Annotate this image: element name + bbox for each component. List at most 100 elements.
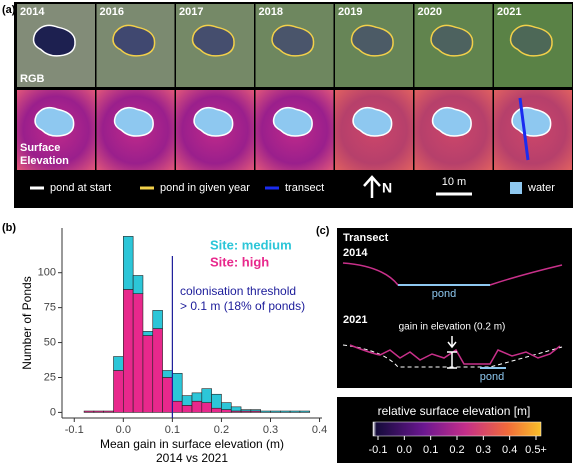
bar: [142, 335, 154, 413]
y-tick-label: 0: [50, 406, 56, 418]
bar: [270, 410, 281, 413]
profile-2021: [349, 344, 561, 365]
colorbar: [372, 421, 542, 437]
year-label: 2018: [259, 6, 283, 18]
year-label: 2019: [338, 6, 362, 18]
north-arrow: [363, 175, 381, 198]
bar: [113, 356, 124, 371]
colorbar-tick-label: 0.5+: [525, 444, 547, 456]
colorbar-tick-label: 0.0: [397, 444, 412, 456]
bar: [123, 289, 134, 413]
legend-label: pond in given year: [160, 182, 250, 194]
bar: [201, 402, 212, 413]
bar: [123, 236, 134, 290]
bar: [172, 372, 183, 402]
bar: [221, 402, 232, 410]
bar: [211, 407, 222, 413]
pond-given-year: [430, 24, 474, 57]
colorbar-tick-label: -0.1: [369, 444, 388, 456]
bar: [280, 410, 291, 413]
bar: [132, 275, 144, 294]
water: [272, 106, 313, 137]
pond-given-year: [509, 24, 553, 57]
pond-given-year: [191, 24, 235, 57]
y-tick-label: 25: [44, 371, 56, 383]
bar: [103, 410, 114, 413]
bar: [162, 370, 173, 378]
y-tick-label: 100: [38, 267, 56, 279]
bar: [191, 400, 203, 413]
pond-given-year: [112, 24, 156, 57]
bar: [181, 395, 193, 406]
year-label: 2021: [343, 314, 367, 326]
row-label: RGB: [20, 73, 45, 85]
x-axis-label: Mean gain in surface elevation (m): [100, 437, 284, 451]
row-label: Elevation: [20, 155, 69, 167]
gain-bar: [447, 336, 457, 369]
y-axis-label: Number of Ponds: [20, 276, 34, 369]
bar: [93, 410, 104, 413]
annotation: > 0.1 m (18% of ponds): [180, 299, 305, 313]
bar: [260, 410, 271, 413]
year-label: 2014: [20, 6, 45, 18]
legend-label: Site: medium: [210, 237, 292, 252]
water: [113, 106, 154, 137]
transect: [518, 97, 530, 161]
rgb-tile: [494, 4, 572, 87]
bar: [230, 406, 242, 412]
colorbar-tick-label: 0.3: [476, 444, 491, 456]
bar: [113, 370, 124, 413]
bar: [211, 393, 222, 409]
legend-label: transect: [285, 182, 324, 194]
year-label: 2014: [343, 247, 368, 259]
north-label: N: [382, 180, 392, 196]
gain-label: gain in elevation (0.2 m): [399, 322, 506, 333]
bar: [221, 409, 232, 413]
x-tick-label: 0.4: [312, 424, 327, 436]
water: [34, 106, 75, 137]
bar: [172, 400, 183, 413]
legend-label: pond at start: [50, 182, 111, 194]
x-tick-label: 0.0: [116, 424, 131, 436]
x-axis-label: 2014 vs 2021: [156, 451, 228, 465]
bar: [191, 392, 203, 402]
water: [352, 106, 393, 137]
x-tick-label: 0.3: [263, 424, 278, 436]
legend-label: Site: high: [210, 254, 269, 269]
water: [431, 106, 472, 137]
panel-c-background: [337, 228, 572, 388]
pond-given-year: [350, 24, 394, 57]
panel-label: (c): [316, 225, 330, 237]
panel-label: (a): [2, 4, 16, 16]
bar: [201, 388, 212, 403]
year-label: 2017: [179, 6, 203, 18]
pond-label: pond: [480, 371, 504, 383]
pond-given-year: [271, 24, 315, 57]
colorbar-tick-label: 0.1: [423, 444, 438, 456]
y-tick-label: 50: [44, 336, 56, 348]
y-tick-label: 75: [44, 302, 56, 314]
annotation: colonisation threshold: [180, 284, 296, 298]
row-label: Surface: [20, 142, 60, 154]
bar: [289, 410, 301, 413]
bar: [299, 410, 311, 413]
year-label: 2020: [418, 6, 442, 18]
bar: [83, 410, 95, 413]
bar: [132, 293, 144, 413]
x-tick-label: 0.1: [165, 424, 180, 436]
profile-2014-dashed: [342, 344, 563, 368]
pond-label: pond: [432, 288, 456, 300]
year-label: 2021: [497, 6, 521, 18]
scale-label: 10 m: [442, 176, 466, 188]
transect-title: Transect: [343, 232, 389, 244]
colorbar-tick-label: 0.4: [502, 444, 517, 456]
legend-label: water: [527, 182, 555, 194]
water: [193, 106, 234, 137]
bar: [181, 405, 193, 413]
bar: [152, 328, 163, 413]
panel-label: (b): [2, 222, 16, 234]
colorbar-tick-label: 0.2: [449, 444, 464, 456]
x-tick-label: 0.2: [214, 424, 229, 436]
pond-given-year: [32, 24, 76, 57]
